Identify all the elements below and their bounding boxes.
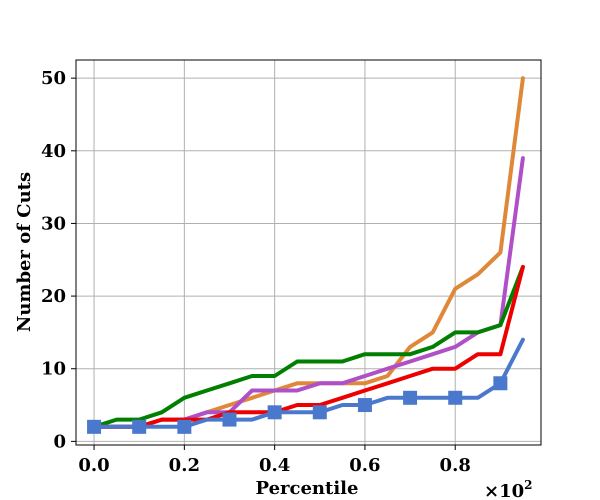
y-tick-label: 30 bbox=[41, 213, 66, 234]
series-marker-blue bbox=[132, 419, 147, 434]
grid bbox=[76, 60, 541, 445]
series-marker-blue bbox=[177, 419, 192, 434]
x-tick-label: 0.8 bbox=[440, 455, 471, 476]
series-marker-blue bbox=[267, 405, 282, 420]
y-tick-label: 50 bbox=[41, 68, 66, 89]
plot-frame bbox=[75, 59, 542, 446]
series-marker-blue bbox=[493, 376, 508, 391]
x-axis-label: Percentile bbox=[256, 478, 359, 499]
x-axis-ticks: 0.0 0.2 0.4 0.6 0.8 bbox=[78, 445, 471, 476]
x-multiplier-exponent: 2 bbox=[524, 478, 532, 492]
series-group bbox=[87, 76, 525, 434]
x-tick-label: 0.6 bbox=[349, 455, 380, 476]
series-marker-blue bbox=[357, 398, 372, 413]
series-line-red bbox=[92, 265, 525, 429]
series-line-purple bbox=[92, 156, 525, 429]
series-line-green bbox=[92, 265, 525, 429]
y-tick-label: 0 bbox=[53, 431, 66, 452]
x-axis-multiplier: ×102 bbox=[484, 478, 533, 500]
x-tick-label: 0.2 bbox=[169, 455, 200, 476]
y-axis-ticks: 0 10 20 30 40 50 bbox=[41, 68, 76, 452]
y-axis-label: Number of Cuts bbox=[14, 172, 35, 332]
x-tick-label: 0.4 bbox=[259, 455, 290, 476]
series-marker-blue bbox=[222, 412, 237, 427]
y-tick-label: 10 bbox=[41, 359, 66, 380]
y-tick-label: 20 bbox=[41, 286, 66, 307]
series-marker-blue bbox=[448, 390, 463, 405]
series-marker-blue bbox=[312, 405, 327, 420]
series-marker-blue bbox=[87, 419, 102, 434]
series-line-orange bbox=[92, 76, 525, 429]
x-multiplier-base: ×10 bbox=[484, 481, 524, 500]
series-marker-blue bbox=[403, 390, 418, 405]
y-tick-label: 40 bbox=[41, 141, 66, 162]
x-tick-label: 0.0 bbox=[78, 455, 109, 476]
